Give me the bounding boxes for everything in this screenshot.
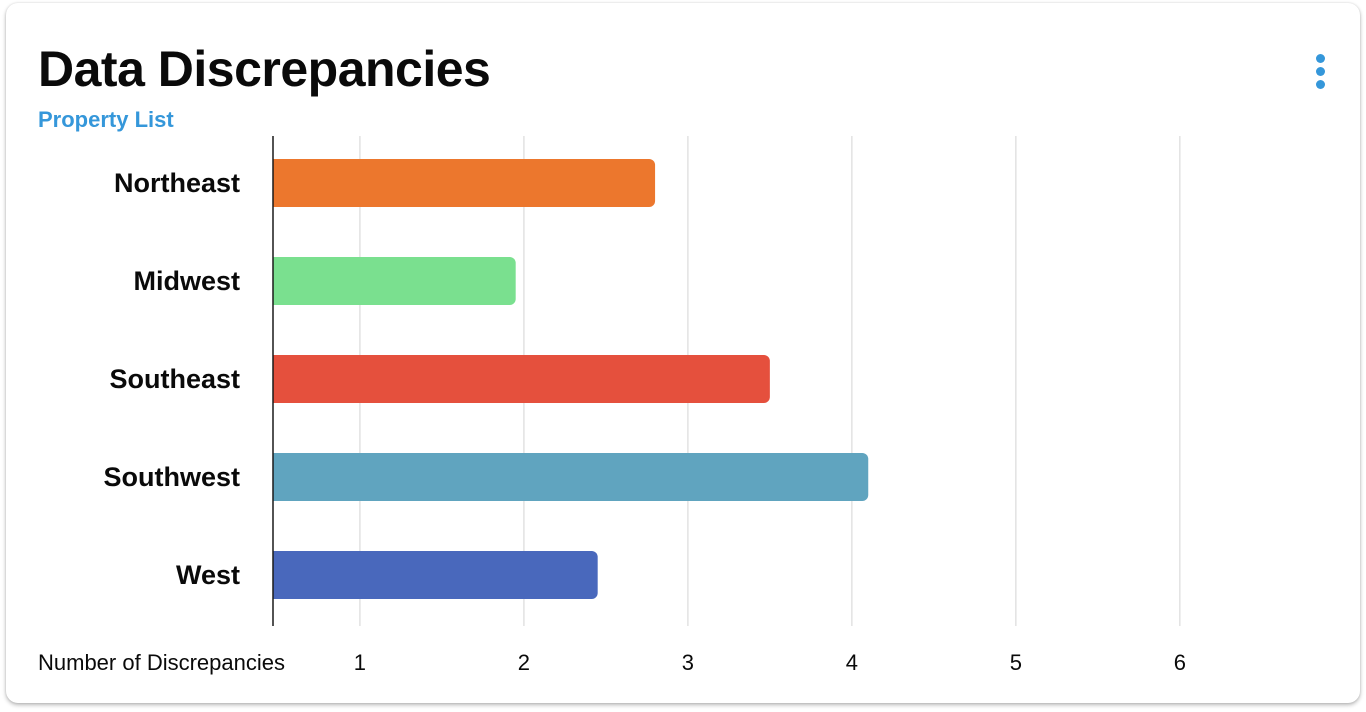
- bar-northeast[interactable]: [273, 159, 656, 207]
- bar-midwest[interactable]: [273, 257, 516, 305]
- x-tick-label: 3: [682, 650, 694, 675]
- chart-card: Data Discrepancies Property List Northea…: [6, 3, 1360, 703]
- category-label-west: West: [176, 560, 240, 590]
- card-title: Data Discrepancies: [38, 41, 491, 97]
- category-label-northeast: Northeast: [114, 168, 240, 198]
- menu-dot: [1315, 79, 1325, 89]
- category-label-southeast: Southeast: [109, 364, 240, 394]
- x-tick-label: 1: [354, 650, 366, 675]
- bar-southwest[interactable]: [273, 453, 869, 501]
- bar-west[interactable]: [273, 551, 598, 599]
- x-tick-labels: 1 2 3 4 5 6: [354, 650, 1186, 675]
- bar-southeast[interactable]: [273, 355, 770, 403]
- bars: [273, 159, 869, 599]
- more-vertical-icon[interactable]: [1302, 47, 1338, 95]
- category-labels: Northeast Midwest Southeast Southwest West: [103, 168, 240, 590]
- menu-dot: [1315, 53, 1325, 63]
- x-tick-label: 5: [1010, 650, 1022, 675]
- x-tick-label: 6: [1174, 650, 1186, 675]
- category-label-southwest: Southwest: [103, 462, 240, 492]
- x-tick-label: 4: [846, 650, 858, 675]
- category-label-midwest: Midwest: [133, 266, 240, 296]
- card-subtitle-link[interactable]: Property List: [38, 107, 174, 132]
- menu-dot: [1315, 66, 1325, 76]
- bar-chart: Northeast Midwest Southeast Southwest West 1…: [38, 136, 1186, 675]
- x-tick-label: 2: [518, 650, 530, 675]
- x-axis-title: Number of Discrepancies: [38, 650, 285, 675]
